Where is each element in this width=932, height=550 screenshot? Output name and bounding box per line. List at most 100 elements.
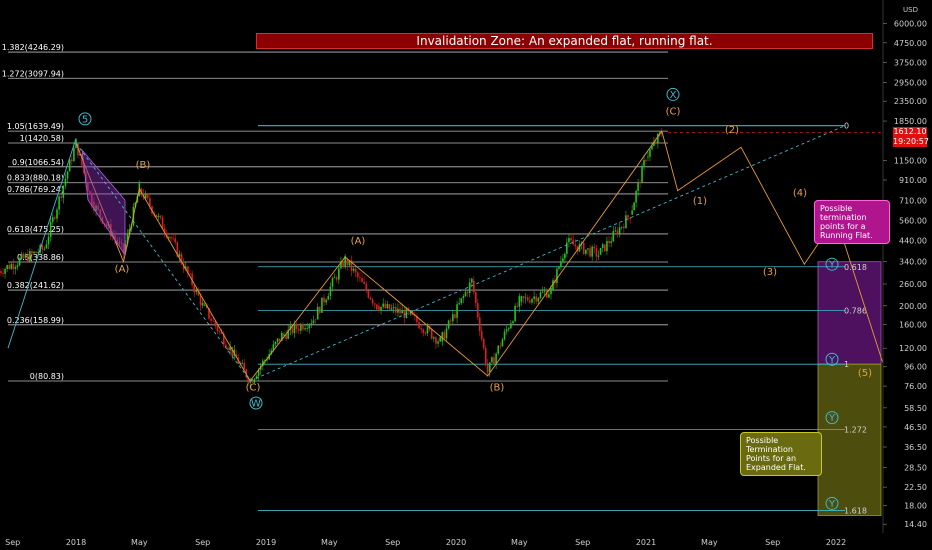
wave-line-x <box>249 130 663 382</box>
wave-label: Y <box>828 413 836 424</box>
candle-body <box>533 296 535 300</box>
candle-body <box>195 289 198 293</box>
candle-body <box>161 217 164 229</box>
candle-body <box>157 215 160 218</box>
candle-body <box>128 229 131 234</box>
candle-body <box>478 317 481 332</box>
candle-body <box>643 160 645 166</box>
candle-body <box>180 253 183 264</box>
y-tick-label: 76.00 <box>904 382 927 391</box>
candle-body <box>522 296 525 299</box>
candle-body <box>486 364 489 373</box>
candle-body <box>203 304 206 306</box>
y-tick-label: 22.50 <box>904 483 927 492</box>
wave-circle <box>825 352 839 366</box>
candle-body <box>468 282 471 294</box>
candle-body <box>484 347 487 365</box>
candle-body <box>243 362 246 370</box>
candle-body <box>314 319 317 321</box>
candle-body <box>310 323 313 325</box>
candle-body <box>319 307 321 313</box>
y-tick-label: 58.50 <box>904 404 927 413</box>
candle-body <box>118 242 121 244</box>
candle-body <box>64 178 67 186</box>
wave-label: X <box>670 90 677 101</box>
candle-body <box>89 191 91 193</box>
dashed-trend-2 <box>249 125 846 382</box>
candle-body <box>405 308 408 318</box>
candle-body <box>253 378 256 383</box>
candle-body <box>122 243 125 254</box>
fib-label: 0.9(1066.54) <box>12 158 64 167</box>
candle-body <box>155 214 158 218</box>
candle-body <box>262 360 264 367</box>
candle-body <box>591 246 593 257</box>
y-tick-label: 18.00 <box>904 502 927 511</box>
x-tick-label: 2019 <box>256 538 276 547</box>
wave-label: (2) <box>725 125 739 136</box>
y-tick-label: 3750.00 <box>894 58 927 67</box>
wave-labels: 5 (A) (B) (C) W (A) (B) (C) X (1) (2) (3) (4) (5) Y Y Y Y <box>78 87 872 510</box>
candle-body <box>306 328 308 329</box>
candle-body <box>354 268 357 273</box>
candle-body <box>386 303 389 309</box>
x-tick-label: Sep <box>765 538 780 547</box>
candle-body <box>163 228 166 233</box>
candle-body <box>16 265 19 268</box>
y-tick-label: 910.00 <box>899 176 927 185</box>
y-tick-label: 560.00 <box>899 216 927 225</box>
candle-body <box>197 289 200 296</box>
candle-body <box>321 297 323 313</box>
candle-body <box>101 216 104 224</box>
candle-body <box>124 243 127 253</box>
candle-body <box>597 255 600 257</box>
y-tick-label: 2350.00 <box>894 97 927 106</box>
candle-body <box>97 205 99 210</box>
candle-body <box>255 376 258 379</box>
candle-body <box>168 236 170 238</box>
candle-body <box>340 261 342 269</box>
candle-body <box>503 331 506 340</box>
fib-label: 0.382(241.62) <box>7 281 64 290</box>
fib-label: 1.272(3097.94) <box>2 69 64 78</box>
candle-body <box>601 244 604 249</box>
candle-body <box>435 337 437 344</box>
y-tick-label: 340.00 <box>899 258 927 267</box>
candle-body <box>302 324 304 330</box>
candle-body <box>342 261 344 268</box>
candle-body <box>633 202 635 211</box>
projection-label: 1.272 <box>844 426 867 435</box>
candle-body <box>585 249 587 254</box>
candle-body <box>56 209 58 219</box>
candle-body <box>395 307 397 313</box>
y-tick-label: 200.00 <box>899 302 927 311</box>
candle-body <box>587 248 589 250</box>
candle-body <box>31 251 33 254</box>
candle-body <box>541 291 544 293</box>
projection-label: 1.618 <box>844 506 867 515</box>
candle-body <box>41 245 44 250</box>
candle-body <box>572 240 574 245</box>
fib-label: 0.618(475.25) <box>7 225 64 234</box>
candle-body <box>172 238 174 240</box>
expanded-flat-note: Possible Termination Points for an Expan… <box>740 432 822 476</box>
candle-body <box>369 297 372 300</box>
candle-body <box>476 302 479 318</box>
candle-body <box>6 265 8 269</box>
y-tick-label: 1150.00 <box>894 157 927 166</box>
candle-body <box>85 172 87 183</box>
x-axis: Sep 2018 May Sep 2019 May Sep 2020 May Sep 2021 May… <box>0 533 932 550</box>
wave-label: W <box>251 399 261 410</box>
candle-body <box>618 227 621 235</box>
candle-body <box>62 185 65 198</box>
candle-body <box>629 217 631 220</box>
candle-body <box>550 287 552 295</box>
candle-body <box>639 182 641 184</box>
candle-body <box>657 133 659 144</box>
candle-body <box>531 299 533 303</box>
wave-label: Y <box>828 499 836 510</box>
candle-body <box>291 325 294 334</box>
x-tick-label: Sep <box>385 538 400 547</box>
candle-body <box>24 254 27 259</box>
